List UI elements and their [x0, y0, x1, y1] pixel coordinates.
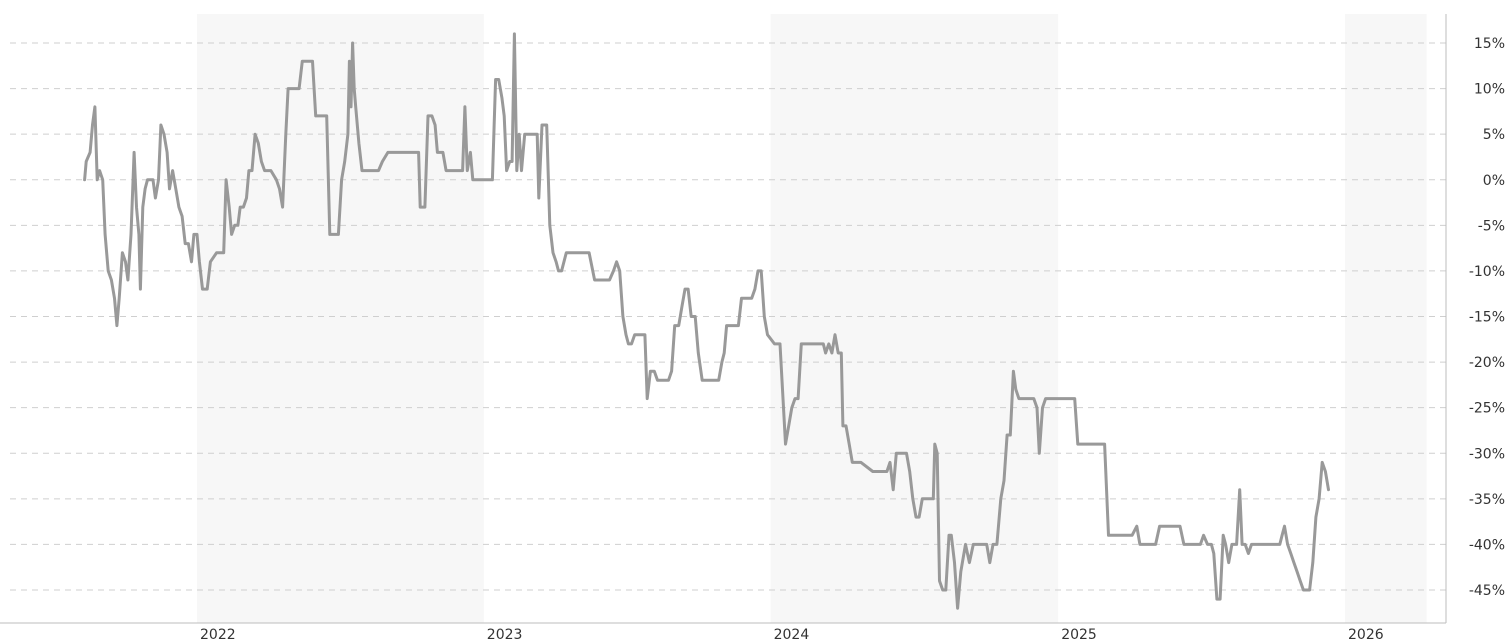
series-line-0 — [83, 32, 1330, 610]
y-tick-label: 5% — [1483, 127, 1505, 143]
x-tick-label: 2023 — [487, 627, 523, 642]
y-tick-labels: 15% 10% 5% 0% -5% -10% -15% -20% -25% -30% -35% -40… — [1469, 36, 1505, 599]
year-band-2 — [1345, 14, 1427, 623]
y-tick-label: -10% — [1469, 264, 1505, 280]
y-tick-label: -20% — [1469, 355, 1505, 371]
y-tick-label: 0% — [1483, 173, 1505, 189]
y-tick-label: -5% — [1478, 218, 1505, 234]
year-bands — [197, 14, 1427, 623]
year-band-0 — [197, 14, 484, 623]
y-tick-label: -30% — [1469, 446, 1505, 462]
y-tick-label: 15% — [1474, 36, 1505, 52]
x-tick-label: 2024 — [774, 627, 810, 642]
series-layer — [83, 32, 1330, 610]
grid-lines — [10, 42, 1446, 591]
x-tick-label: 2026 — [1348, 627, 1384, 642]
y-tick-label: -35% — [1469, 492, 1505, 508]
y-tick-label: -40% — [1469, 537, 1505, 553]
y-tick-label: 10% — [1474, 82, 1505, 98]
y-tick-label: -15% — [1469, 310, 1505, 326]
y-tick-label: -45% — [1469, 583, 1505, 599]
axes — [0, 14, 1447, 624]
y-tick-label: -25% — [1469, 401, 1505, 417]
x-tick-label: 2025 — [1061, 627, 1097, 642]
year-band-1 — [770, 14, 1059, 623]
x-tick-labels: 2022 2023 2024 2025 2026 — [200, 627, 1384, 642]
x-tick-label: 2022 — [200, 627, 236, 642]
